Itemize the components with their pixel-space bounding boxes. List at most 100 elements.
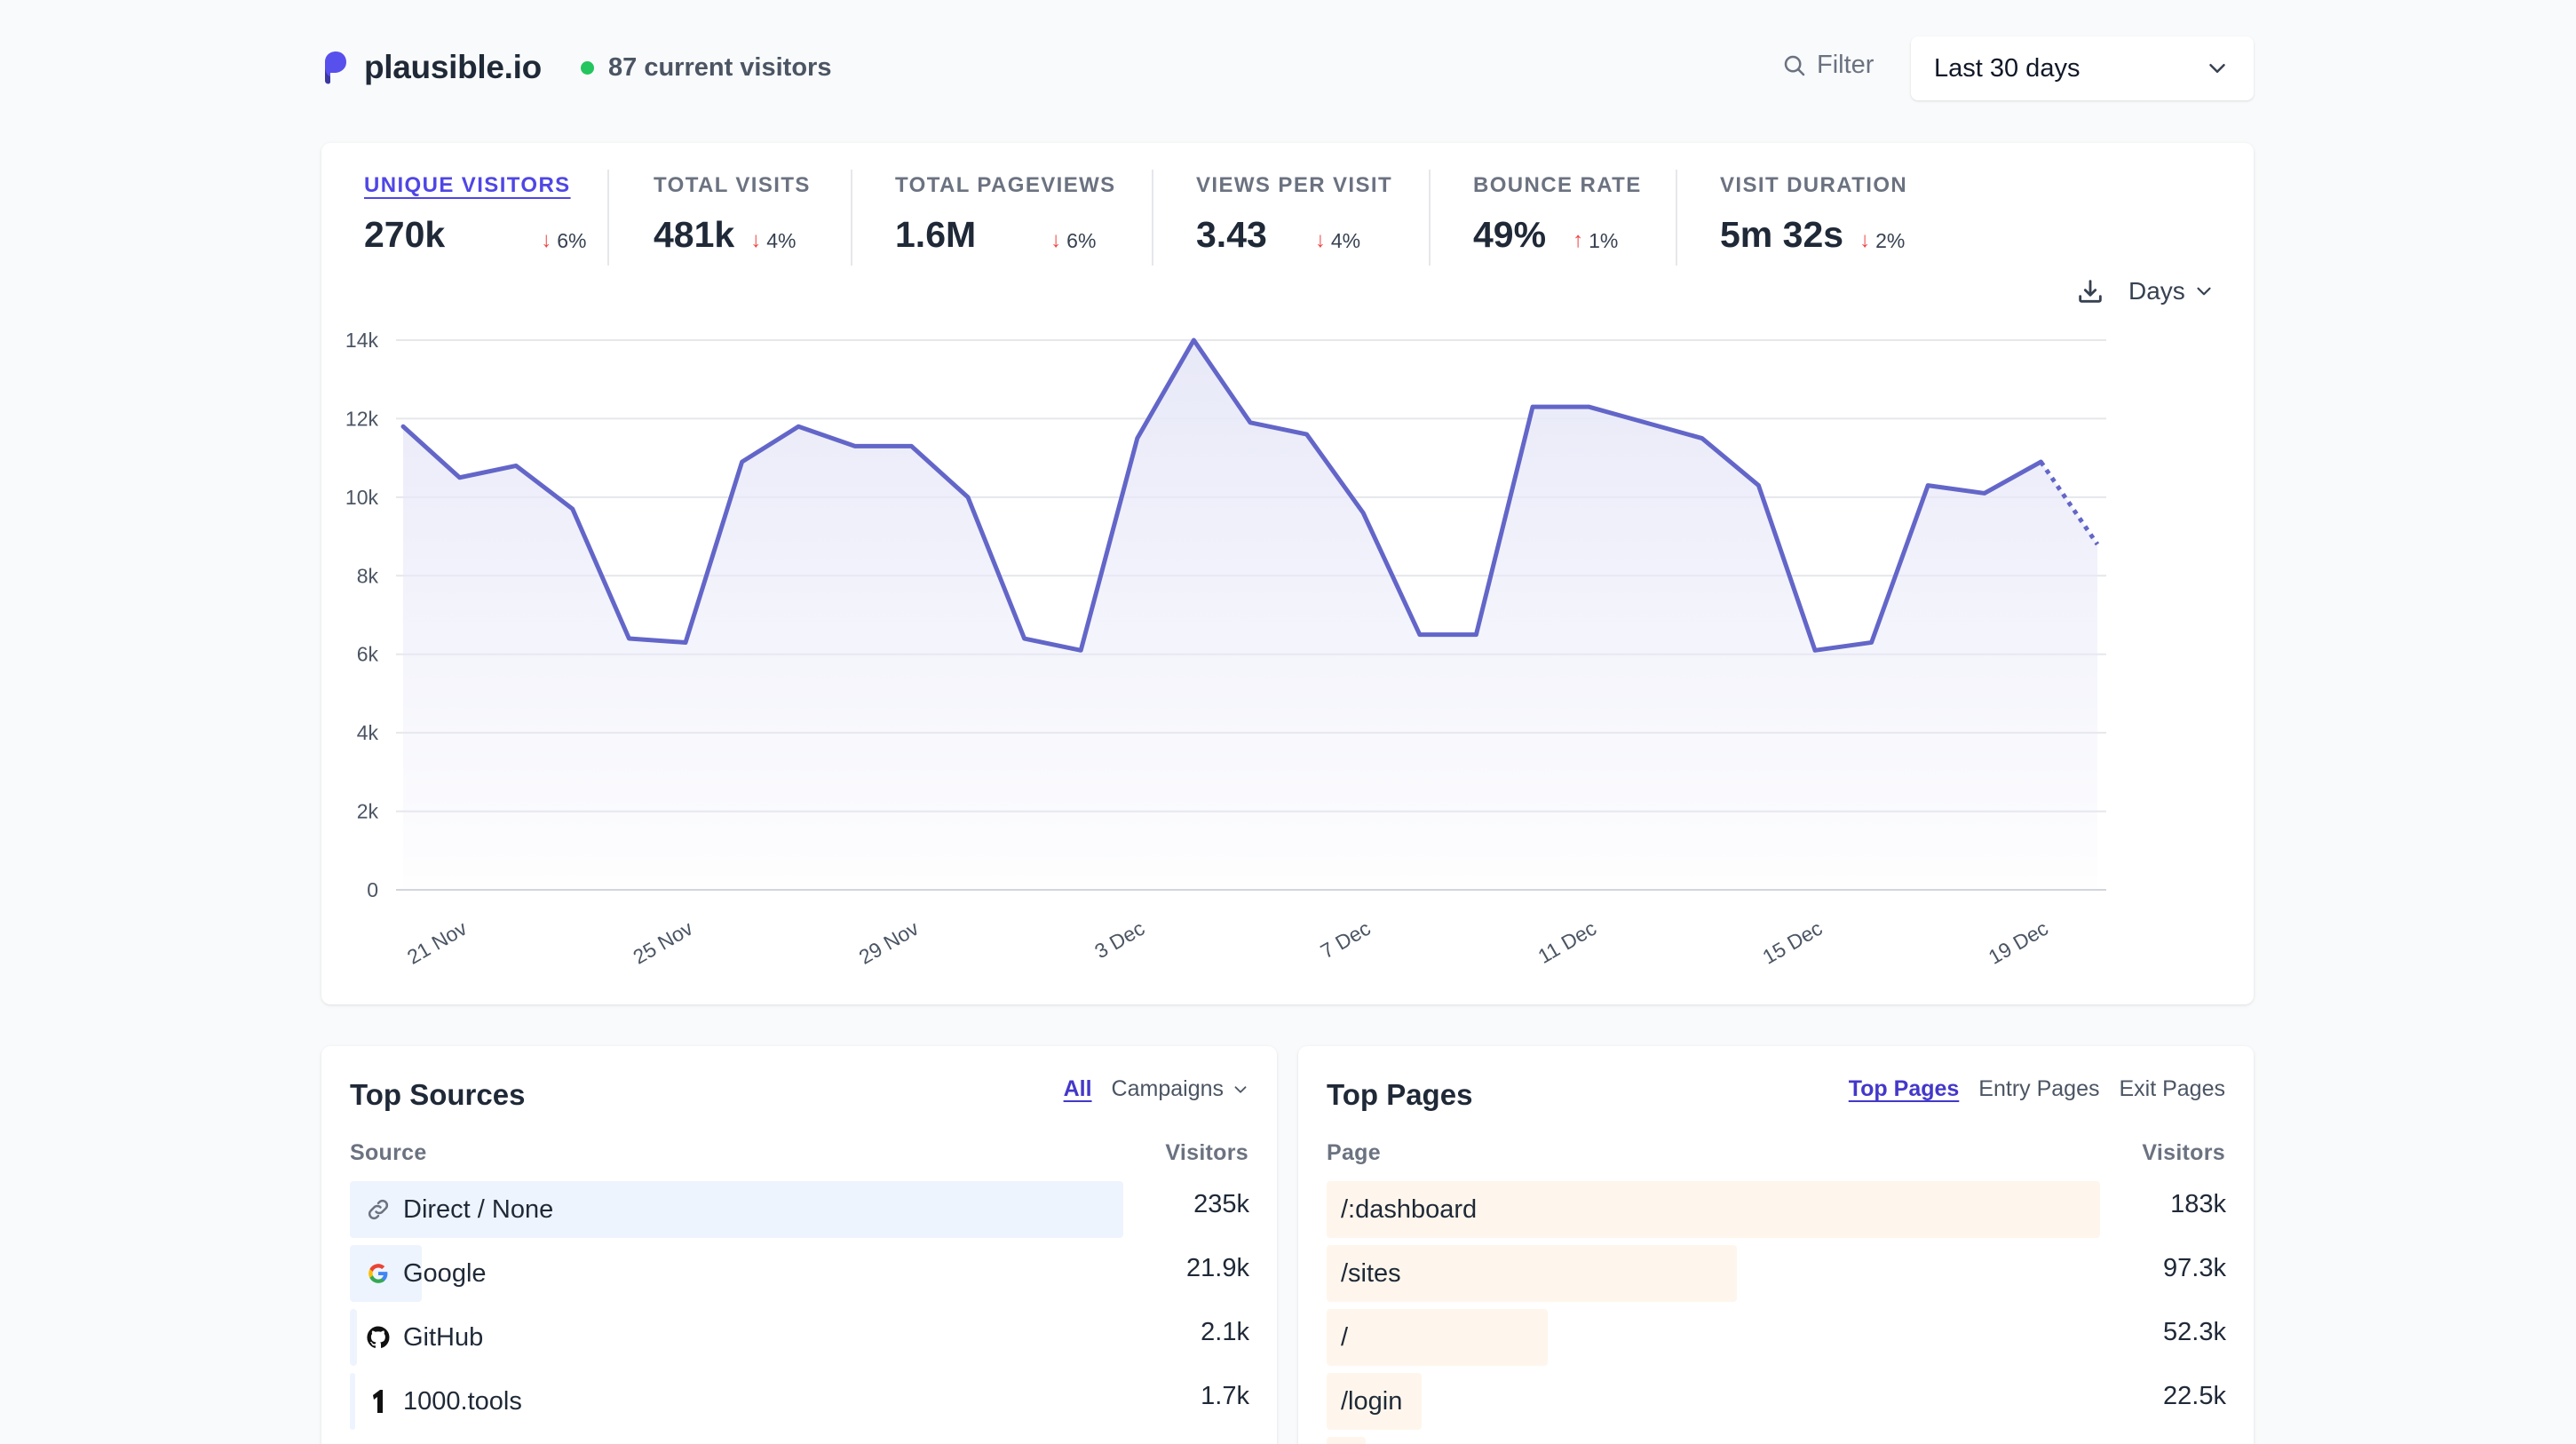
source-bar: [350, 1373, 356, 1430]
y-tick-label: 10k: [345, 486, 379, 509]
interval-picker[interactable]: Days: [2128, 277, 2215, 305]
metric-change: ↓ 4%: [1315, 228, 1360, 253]
x-tick-label: 29 Nov: [855, 916, 923, 969]
interval-label: Days: [2128, 277, 2185, 305]
page-row[interactable]: / 52.3k: [1327, 1309, 2226, 1366]
tab-top-pages[interactable]: Top Pages: [1848, 1076, 1960, 1101]
metric-visit-duration[interactable]: VISIT DURATION 5m 32s ↓ 2%: [1720, 173, 1907, 271]
metric-label: VISIT DURATION: [1720, 173, 1908, 197]
visitors-area: [403, 340, 2097, 890]
filter-button[interactable]: Filter: [1781, 51, 1874, 80]
divider: [851, 170, 852, 266]
page-visitors: 183k: [2170, 1190, 2226, 1218]
tab-campaigns[interactable]: Campaigns: [1112, 1076, 1250, 1102]
google-icon: [364, 1259, 392, 1288]
chevron-down-icon: [2197, 287, 2211, 296]
pages-tabs: Top Pages Entry Pages Exit Pages: [1829, 1076, 2225, 1102]
arrow-down-icon: ↓: [1859, 228, 1871, 252]
page-bar: [1327, 1181, 2100, 1238]
x-tick-label: 19 Dec: [1985, 916, 2052, 969]
top-bar: plausible.io 87 current visitors Filter …: [0, 0, 2576, 133]
metric-total-pageviews[interactable]: TOTAL PAGEVIEWS 1.6M ↓ 6%: [895, 173, 1116, 271]
tab-campaigns-label: Campaigns: [1111, 1076, 1224, 1101]
divider: [1152, 170, 1153, 266]
tab-all[interactable]: All: [1063, 1076, 1092, 1101]
page-row[interactable]: /:dashboard 183k: [1327, 1181, 2226, 1238]
link-icon: [364, 1195, 392, 1224]
page-bar: [1327, 1373, 1423, 1430]
metric-label: TOTAL VISITS: [654, 173, 811, 197]
top-sources-card: Top Sources All Campaigns Source Visitor…: [321, 1046, 1277, 1444]
metric-bounce-rate[interactable]: BOUNCE RATE 49% ↑ 1%: [1473, 173, 1642, 271]
metric-change-value: 1%: [1589, 228, 1619, 252]
chevron-down-icon: [1234, 1085, 1247, 1093]
x-tick-label: 21 Nov: [403, 916, 472, 969]
source-bar: [350, 1309, 357, 1366]
metric-total-visits[interactable]: TOTAL VISITS 481k ↓ 4%: [654, 173, 811, 271]
y-tick-label: 0: [367, 878, 378, 901]
y-tick-label: 6k: [357, 643, 379, 666]
metric-change: ↓ 4%: [750, 228, 796, 253]
card-title: Top Sources: [350, 1078, 526, 1111]
metric-change-value: 6%: [1066, 228, 1097, 252]
page-path: /sites: [1341, 1258, 1401, 1288]
source-name: Google: [403, 1258, 487, 1288]
metric-unique-visitors[interactable]: UNIQUE VISITORS 270k ↓ 6%: [364, 173, 586, 271]
arrow-up-icon: ↑: [1573, 228, 1584, 252]
page-row[interactable]: [1327, 1437, 2226, 1444]
download-icon[interactable]: [2075, 276, 2105, 306]
metric-views-per-visit[interactable]: VIEWS PER VISIT 3.43 ↓ 4%: [1196, 173, 1392, 271]
metric-label: VIEWS PER VISIT: [1196, 173, 1393, 197]
y-tick-label: 8k: [357, 564, 379, 587]
thousand-tools-icon: [364, 1387, 392, 1416]
github-icon: [364, 1323, 392, 1352]
y-tick-label: 12k: [345, 407, 379, 430]
search-icon: [1784, 55, 1805, 75]
x-tick-label: 25 Nov: [629, 916, 697, 969]
metric-change-value: 2%: [1875, 228, 1906, 252]
divider: [1429, 170, 1431, 266]
page-bar: [1327, 1437, 1366, 1444]
page-visitors: 22.5k: [2163, 1382, 2226, 1410]
metric-value: 1.6M: [895, 214, 977, 255]
arrow-down-icon: ↓: [541, 228, 552, 252]
page-path: /:dashboard: [1341, 1194, 1478, 1224]
page-visitors: 52.3k: [2163, 1318, 2226, 1346]
metric-change-value: 6%: [557, 228, 587, 252]
x-tick-label: 11 Dec: [1534, 916, 1600, 968]
metric-change: ↓ 2%: [1859, 228, 1905, 253]
site-switcher[interactable]: plausible.io: [321, 49, 542, 86]
source-row[interactable]: Google 21.9k: [350, 1245, 1249, 1302]
source-visitors: 21.9k: [1186, 1254, 1249, 1282]
visitors-line: [400, 337, 2043, 653]
site-name: plausible.io: [364, 49, 542, 85]
source-name: Direct / None: [403, 1194, 554, 1224]
period-picker[interactable]: Last 30 days: [1911, 36, 2254, 100]
source-row[interactable]: GitHub 2.1k: [350, 1309, 1249, 1366]
column-header-visitors: Visitors: [2142, 1140, 2225, 1165]
divider: [607, 170, 609, 266]
page-row[interactable]: /sites 97.3k: [1327, 1245, 2226, 1302]
source-row[interactable]: 1000.tools 1.7k: [350, 1373, 1249, 1430]
tab-exit-pages[interactable]: Exit Pages: [2119, 1076, 2225, 1101]
column-header-page: Page: [1327, 1140, 1381, 1165]
current-visitors[interactable]: 87 current visitors: [581, 53, 831, 83]
metric-change-value: 4%: [1330, 228, 1361, 252]
visitors-chart[interactable]: 0 2k 4k 6k 8k 10k 12k 14k 21 Nov 25 Nov 29 Nov 3 De…: [321, 143, 2254, 1004]
filter-label: Filter: [1817, 51, 1875, 79]
source-visitors: 2.1k: [1201, 1318, 1249, 1346]
source-name: GitHub: [403, 1322, 484, 1352]
x-tick-label: 7 Dec: [1317, 916, 1375, 964]
x-tick-label: 15 Dec: [1758, 916, 1826, 969]
source-name: 1000.tools: [403, 1386, 522, 1416]
page-row[interactable]: /login 22.5k: [1327, 1373, 2226, 1430]
metric-change: ↓ 6%: [541, 228, 586, 253]
arrow-down-icon: ↓: [1314, 228, 1326, 252]
y-tick-label: 14k: [345, 329, 379, 352]
metric-change-value: 4%: [766, 228, 797, 252]
chevron-down-icon: [2209, 64, 2225, 73]
source-row[interactable]: Direct / None 235k: [350, 1181, 1249, 1238]
column-header-source: Source: [350, 1140, 427, 1165]
card-title: Top Pages: [1327, 1078, 1473, 1111]
tab-entry-pages[interactable]: Entry Pages: [1978, 1076, 2100, 1101]
